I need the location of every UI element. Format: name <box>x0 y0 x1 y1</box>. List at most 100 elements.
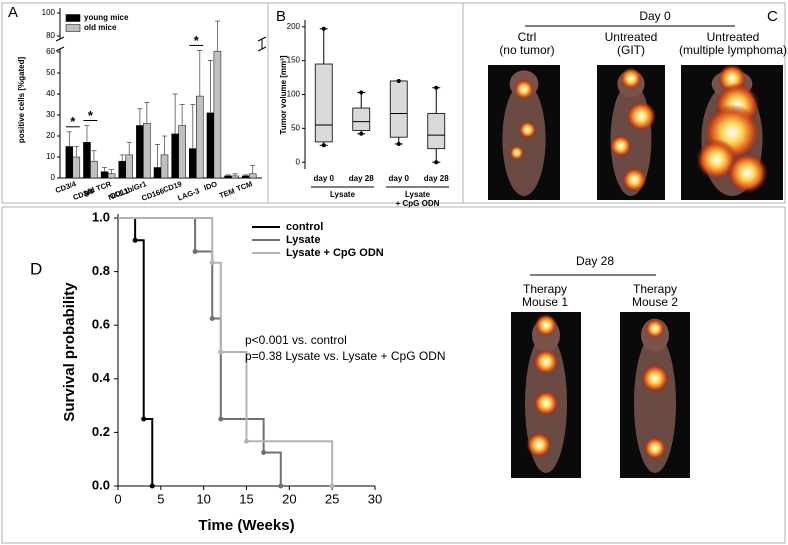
bar <box>118 160 126 179</box>
group-label: Lysate <box>330 190 356 199</box>
uptake <box>620 67 642 90</box>
y-tick-label: 50 <box>46 68 55 77</box>
image-caption: Untreated <box>605 30 658 44</box>
bar <box>136 125 144 179</box>
y-tick-label: 0.0 <box>92 477 110 492</box>
panel-frame <box>1 206 786 544</box>
uptake <box>641 364 669 393</box>
x-tick-label: day 28 <box>424 174 449 183</box>
uptake <box>533 390 559 416</box>
y-tick-label: 0 <box>51 173 56 182</box>
outlier <box>359 131 364 136</box>
uptake <box>518 121 537 139</box>
bar <box>213 50 222 179</box>
y-tick-label: 0 <box>296 157 301 166</box>
panel-letter: B <box>276 8 286 25</box>
uptake <box>533 349 559 375</box>
outlier <box>434 85 439 90</box>
annotation: p<0.001 vs. control <box>245 333 347 347</box>
uptake <box>726 152 768 194</box>
mouse-body <box>502 82 546 196</box>
event-marker <box>278 483 284 489</box>
x-tick-label: 5 <box>157 491 164 506</box>
y-tick-label: 80 <box>46 31 55 40</box>
panel-letter: D <box>30 259 42 278</box>
mouse-body <box>634 333 676 474</box>
uptake <box>509 145 524 160</box>
image-caption: (multiple lymphoma) <box>679 43 787 57</box>
significance-label: * <box>194 33 200 48</box>
box <box>389 80 408 138</box>
box <box>314 63 333 143</box>
y-tick-label: 0.4 <box>92 370 111 385</box>
legend-label: Lysate <box>286 234 320 246</box>
outlier <box>321 143 326 148</box>
group-label: Lysate <box>405 190 431 199</box>
uptake <box>622 167 647 192</box>
bar <box>231 175 239 179</box>
group-label: + CpG ODN <box>396 199 440 208</box>
event-marker <box>329 483 335 489</box>
x-tick-label: 30 <box>368 491 382 506</box>
y-tick-label: 0.2 <box>92 424 110 439</box>
uptake <box>609 135 632 157</box>
y-tick-label: 0.6 <box>92 317 110 332</box>
y-axis-label: Tumor volume [mm³] <box>279 55 288 134</box>
uptake <box>526 432 552 458</box>
legend-label: Lysate + CpG ODN <box>286 247 384 259</box>
bar <box>72 156 81 179</box>
axis-break <box>257 46 267 52</box>
uptake <box>696 139 738 180</box>
event-marker <box>218 416 224 422</box>
uptake <box>645 318 665 339</box>
bar <box>100 171 109 179</box>
y-tick-label: 10 <box>46 152 55 161</box>
y-tick-label: 1.0 <box>92 209 110 224</box>
legend-swatch <box>65 14 81 22</box>
image-caption: (GIT) <box>617 43 645 57</box>
bar <box>224 175 232 179</box>
bar <box>153 167 162 179</box>
outlier <box>321 26 326 31</box>
x-tick-label: 0 <box>114 491 121 506</box>
uptake <box>534 314 558 337</box>
bar <box>196 95 204 179</box>
outlier <box>359 90 364 95</box>
panel-frame <box>462 2 786 204</box>
bar <box>178 125 186 179</box>
event-marker <box>141 416 147 422</box>
y-tick-label: 20 <box>46 131 55 140</box>
image-caption: Ctrl <box>518 30 537 44</box>
y-tick-label: 60 <box>46 47 55 56</box>
uptake <box>626 101 657 132</box>
y-tick-label: 150 <box>287 56 301 65</box>
x-tick-label: 15 <box>239 491 253 506</box>
outlier <box>396 141 401 146</box>
x-tick-label: day 0 <box>314 174 335 183</box>
event-marker <box>209 316 215 321</box>
uptake <box>643 436 667 460</box>
x-tick-label: 10 <box>196 491 210 506</box>
bar <box>189 148 197 179</box>
x-tick-label: 20 <box>282 491 296 506</box>
image-caption: Untreated <box>707 30 760 44</box>
event-marker <box>244 438 249 444</box>
x-tick-label: 25 <box>325 491 339 506</box>
event-marker <box>209 260 215 266</box>
bar <box>90 160 98 179</box>
panel-letter: C <box>767 8 778 25</box>
image-group-title: Day 28 <box>576 254 614 268</box>
axis-break <box>55 46 65 52</box>
image-group-title: Day 0 <box>639 9 671 23</box>
event-marker <box>218 349 224 355</box>
bar <box>65 146 74 179</box>
y-tick-label: 0.8 <box>92 263 110 278</box>
axis-break <box>55 36 65 42</box>
x-axis-label: Time (Weeks) <box>198 517 294 534</box>
y-tick-label: 200 <box>287 22 301 31</box>
y-tick-label: 100 <box>287 90 301 99</box>
y-axis-label: Survival probability <box>61 282 78 422</box>
bar <box>107 173 116 179</box>
bar <box>248 173 257 179</box>
